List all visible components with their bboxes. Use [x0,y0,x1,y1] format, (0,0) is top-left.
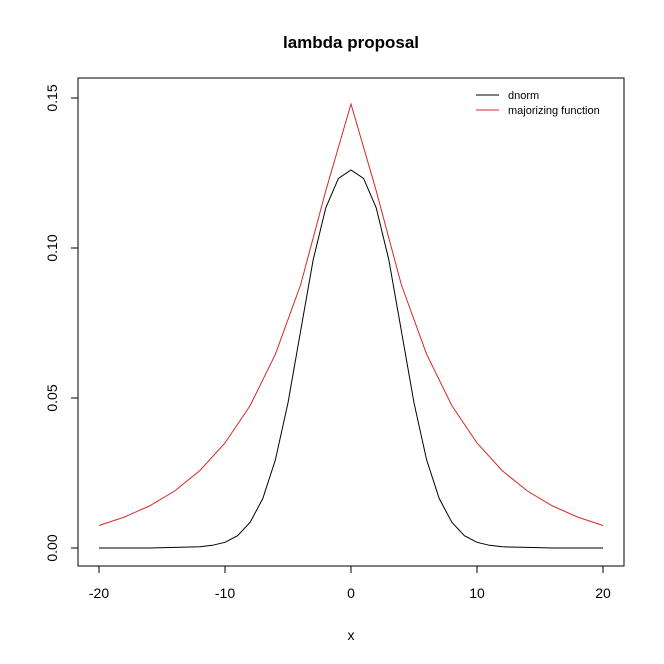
y-axis: 0.00 0.05 0.10 0.15 [44,84,79,562]
series-lines [98,102,604,549]
x-tick-label: 20 [595,585,611,601]
y-tick-label: 0.00 [44,534,60,561]
x-tick-label: 10 [469,585,485,601]
series-line-2 [98,102,604,526]
chart-title: lambda proposal [283,33,419,52]
series-line-1 [99,169,603,549]
legend-label: dnorm [508,90,539,102]
x-axis-label: x [348,627,355,643]
y-tick-label: 0.05 [44,384,60,411]
y-tick-label: 0.10 [44,234,60,261]
x-axis: -20 -10 0 10 20 [89,565,611,601]
x-tick-label: -20 [89,585,109,601]
x-tick-label: 0 [347,585,355,601]
legend-label: majorizing function [508,105,600,117]
legend: dnorm majorizing function [476,90,600,117]
y-tick-label: 0.15 [44,84,60,111]
plot-box [77,77,625,567]
x-tick-label: -10 [215,585,235,601]
